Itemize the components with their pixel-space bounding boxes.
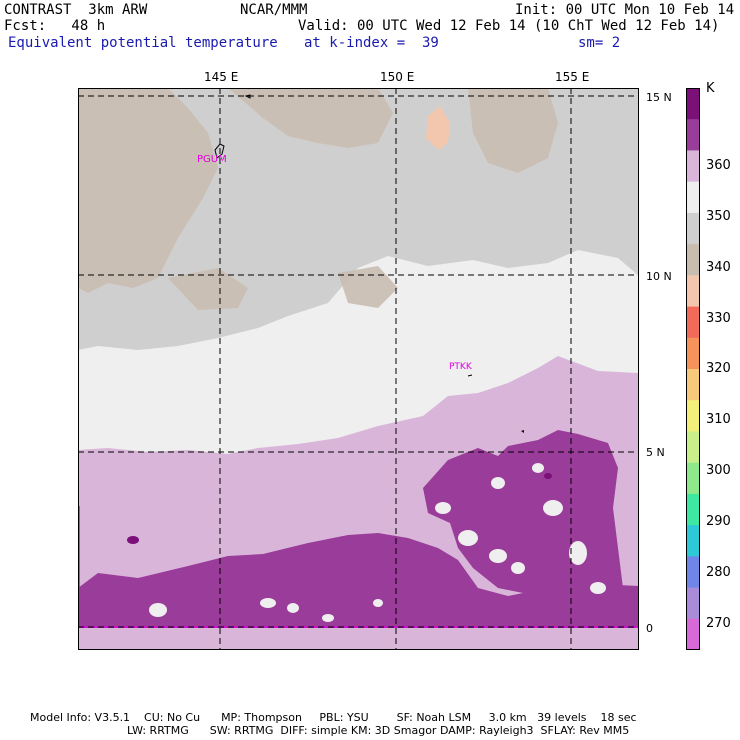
colorbar-label: 360 (706, 158, 731, 173)
station-pgum: PGUM (197, 154, 227, 165)
lat-lon-grid (78, 88, 639, 650)
colorbar-swatch (686, 150, 700, 183)
colorbar-frame (686, 88, 700, 650)
lon-label-155: 155 E (555, 70, 590, 84)
colorbar-label: 340 (706, 260, 731, 275)
truk-coastline (467, 374, 473, 377)
region-345-a (78, 88, 218, 293)
colorbar-swatch (686, 244, 700, 276)
title-init: Init: 00 UTC Mon 10 Feb 14 (515, 2, 735, 18)
region-375-spots (127, 473, 552, 544)
colorbar-label: 300 (706, 463, 731, 478)
colorbar-swatch (686, 525, 700, 557)
map-frame (78, 88, 639, 650)
colorbar-label: 330 (706, 311, 731, 326)
colorbar-swatch (686, 369, 700, 401)
colorbar-swatch (686, 275, 700, 308)
title-center: NCAR/MMM (240, 2, 308, 18)
colorbar-swatch (686, 119, 700, 151)
colorbar-swatch (686, 337, 700, 370)
colorbar-swatch (686, 462, 700, 495)
colorbar-swatch (686, 306, 700, 339)
region-345-e (338, 266, 398, 308)
title-valid: Valid: 00 UTC Wed 12 Feb 14 (10 ChT Wed … (298, 18, 720, 34)
colorbar-swatch (686, 88, 700, 120)
colorbar-swatch (686, 618, 700, 650)
region-345-b (228, 88, 393, 148)
colorbar-label: 270 (706, 616, 731, 631)
island-dot (521, 430, 524, 433)
region-370-south (78, 533, 639, 628)
lat-label-10n: 10 N (646, 270, 672, 283)
colorbar-label: 290 (706, 514, 731, 529)
colorbar-swatch (686, 493, 700, 526)
region-360-spots (149, 463, 606, 622)
footer-model-info: Model Info: V3.5.1 CU: No Cu MP: Thompso… (30, 711, 637, 724)
lon-label-145: 145 E (204, 70, 239, 84)
lat-label-15n: 15 N (646, 91, 672, 104)
map-panel: PGUM PTKK (78, 88, 639, 650)
field-name: Equivalent potential temperature (8, 35, 278, 51)
colorbar-swatch (686, 431, 700, 464)
colorbar-label: 280 (706, 565, 731, 580)
region-340 (426, 106, 450, 150)
colorbar (686, 88, 700, 650)
colorbar-label: 310 (706, 412, 731, 427)
lat-label-5n: 5 N (646, 446, 665, 459)
title-model: CONTRAST 3km ARW (4, 2, 148, 18)
colorbar-swatch (686, 212, 700, 245)
footer-physics-info: LW: RRTMG SW: RRTMG DIFF: simple KM: 3D … (127, 724, 630, 737)
field-level: at k-index = 39 (304, 35, 439, 51)
colorbar-label: 350 (706, 209, 731, 224)
field-smooth: sm= 2 (578, 35, 621, 51)
rota-coastline (244, 94, 251, 99)
lat-label-0: 0 (646, 622, 653, 635)
region-345-c (468, 88, 558, 173)
lon-label-150: 150 E (380, 70, 415, 84)
colorbar-swatch (686, 587, 700, 620)
guam-coastline (214, 143, 225, 159)
colorbar-swatch (686, 556, 700, 589)
colorbar-label: 320 (706, 361, 731, 376)
region-345-d (168, 268, 248, 310)
colorbar-swatch (686, 400, 700, 432)
colorbar-unit: K (706, 81, 715, 96)
title-fcst: Fcst: 48 h (4, 18, 106, 34)
station-ptkk: PTKK (449, 362, 473, 372)
colorbar-swatch (686, 181, 700, 214)
